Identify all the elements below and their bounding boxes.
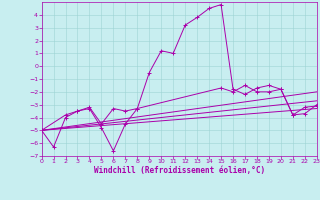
X-axis label: Windchill (Refroidissement éolien,°C): Windchill (Refroidissement éolien,°C)	[94, 166, 265, 175]
